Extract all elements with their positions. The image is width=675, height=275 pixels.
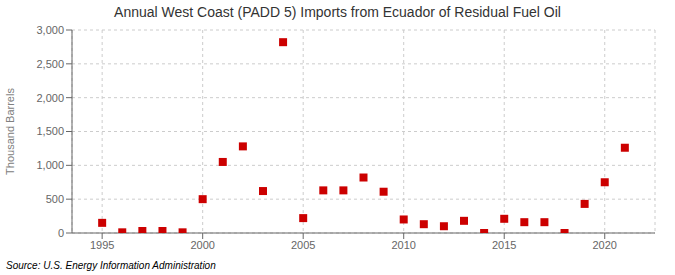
svg-text:2005: 2005	[291, 239, 315, 251]
svg-text:1995: 1995	[90, 239, 114, 251]
svg-text:Thousand Barrels: Thousand Barrels	[8, 88, 16, 175]
svg-text:2015: 2015	[492, 239, 516, 251]
svg-text:2000: 2000	[190, 239, 214, 251]
svg-text:2020: 2020	[592, 239, 616, 251]
svg-text:2010: 2010	[391, 239, 415, 251]
svg-text:2,500: 2,500	[36, 58, 64, 70]
html-text:Source: U.S. Energy Informatio: Source: U.S. Energy Information Administ…	[6, 260, 216, 271]
svg-text:1,500: 1,500	[36, 125, 64, 137]
svg-text:0: 0	[58, 227, 64, 239]
html-text:Annual West Coast (PADD 5) Imp: Annual West Coast (PADD 5) Imports from …	[114, 4, 561, 20]
svg-text:2,000: 2,000	[36, 92, 64, 104]
svg-text:1,000: 1,000	[36, 159, 64, 171]
svg-text:3,000: 3,000	[36, 24, 64, 36]
svg-text:500: 500	[46, 193, 64, 205]
